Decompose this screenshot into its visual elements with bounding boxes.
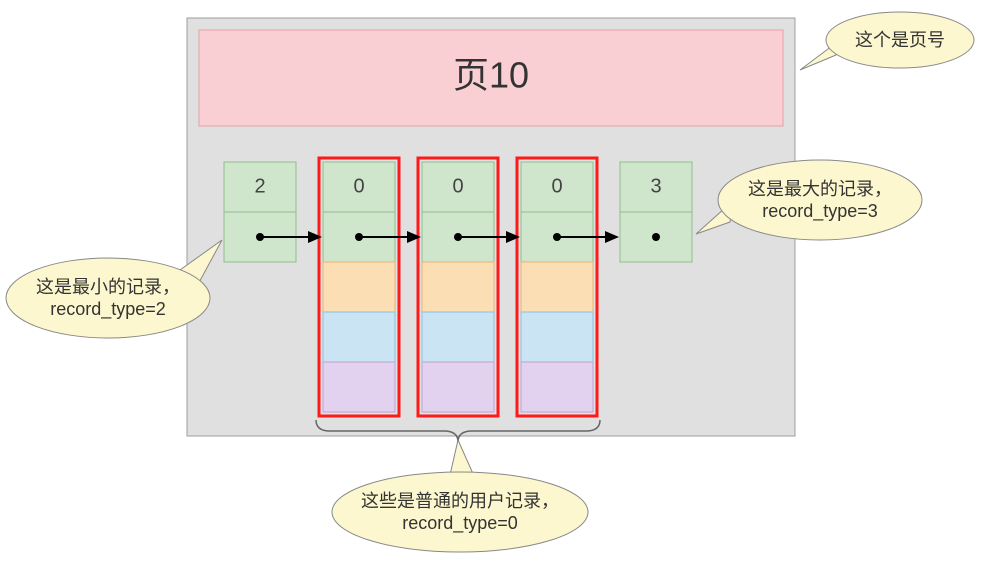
callout-max-record: [718, 160, 922, 240]
callout-max-record-text: record_type=3: [762, 201, 878, 222]
callout-min-record-text: 这是最小的记录，: [36, 277, 180, 297]
page-title: 页10: [453, 55, 529, 96]
callout-min-record: [6, 258, 210, 338]
record-type-value: 0: [452, 175, 463, 197]
callout-user-records: [332, 472, 588, 552]
record-cell: [422, 262, 494, 312]
record-cell: [323, 362, 395, 412]
callout-max-record-text: 这是最大的记录，: [748, 179, 892, 199]
callout-user-records-text: 这些是普通的用户记录，: [361, 491, 559, 511]
record-cell: [323, 312, 395, 362]
record-pointer-dot: [652, 233, 660, 241]
record-cell: [422, 362, 494, 412]
record-type-value: 0: [551, 175, 562, 197]
callout-page-number-text: 这个是页号: [855, 30, 945, 50]
record-cell: [521, 362, 593, 412]
record-cell: [521, 312, 593, 362]
record-cell: [323, 262, 395, 312]
record-type-value: 2: [254, 175, 265, 197]
callout-min-record-text: record_type=2: [50, 299, 166, 320]
callout-user-records-text: record_type=0: [402, 513, 518, 534]
record-cell: [422, 312, 494, 362]
record-type-value: 0: [353, 175, 364, 197]
record-type-value: 3: [650, 175, 661, 197]
callout-user-records-tail: [450, 440, 474, 476]
diagram-canvas: 页10 2 0 0 0 3 这个是页号这是最小的记录，record_type=2 这是最大的记…: [0, 0, 991, 566]
record-cell: [521, 262, 593, 312]
